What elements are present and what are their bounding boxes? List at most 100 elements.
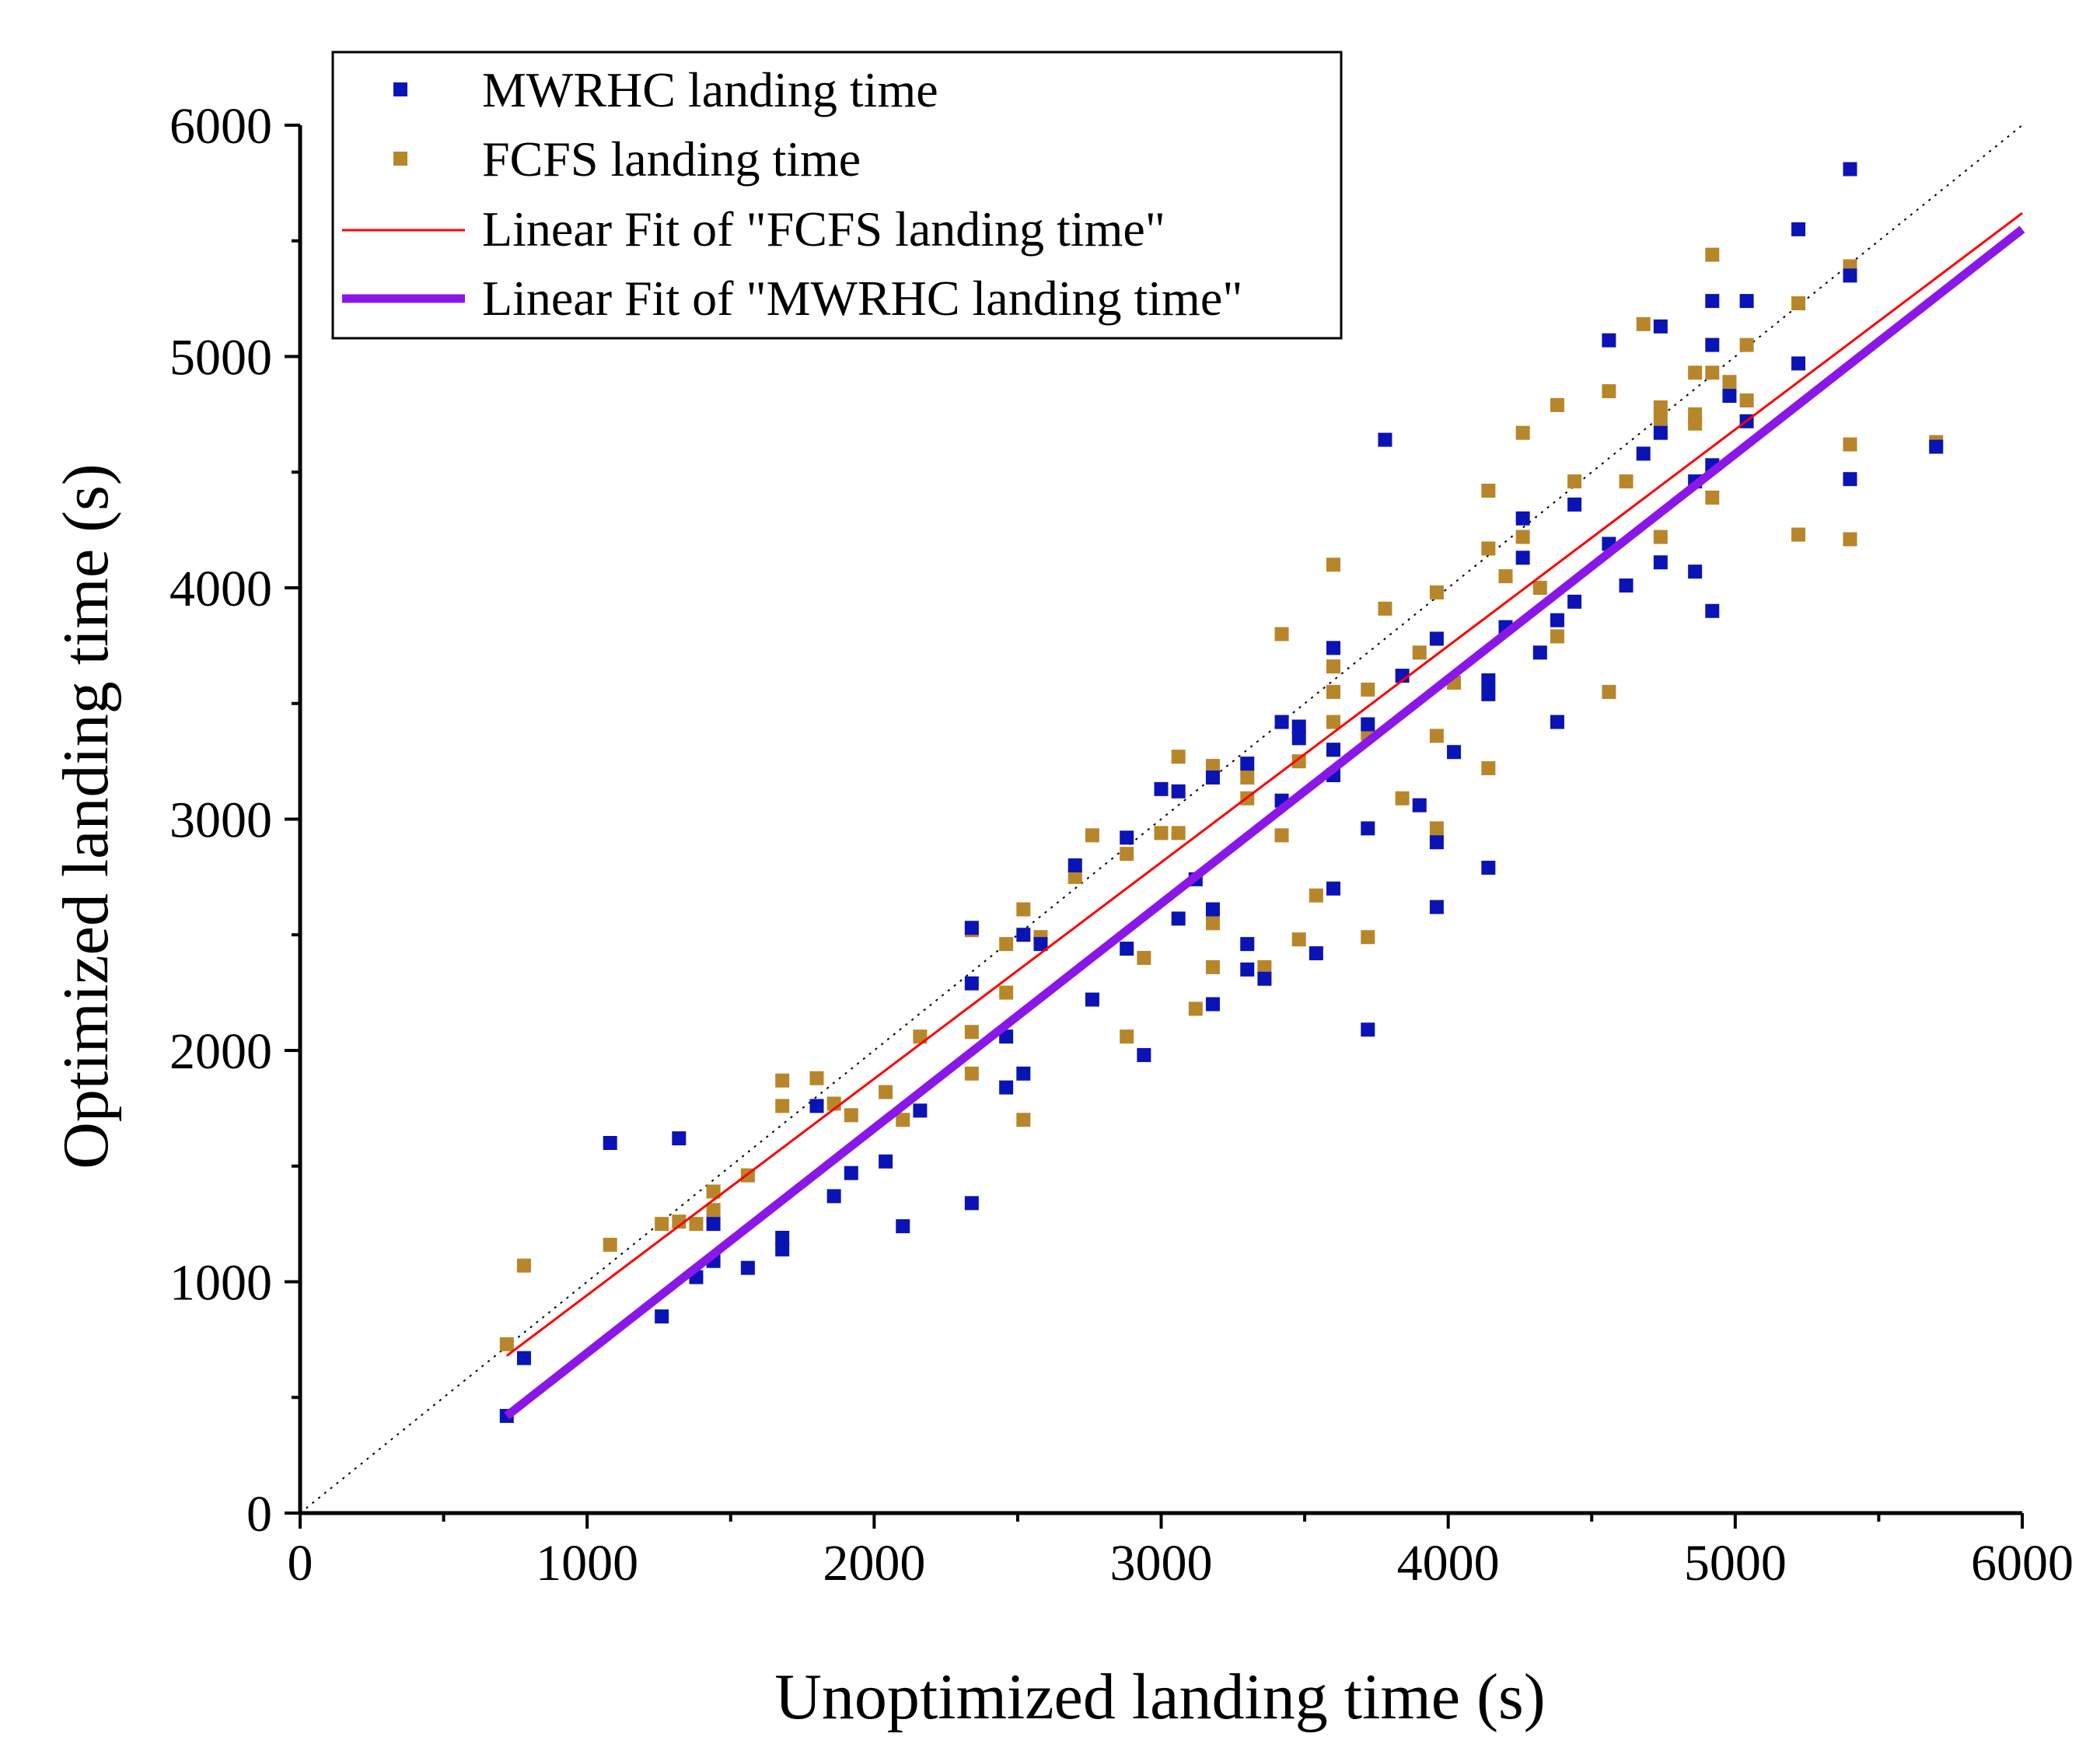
- fcfs-point-72: [1619, 474, 1634, 489]
- mwrhc-point-49: [1326, 881, 1340, 896]
- mwrhc-point-9: [775, 1230, 790, 1245]
- mwrhc-point-36: [1205, 997, 1220, 1012]
- mwrhc-point-75: [1653, 319, 1668, 334]
- mwrhc-point-90: [1843, 268, 1857, 283]
- fcfs-point-34: [1205, 759, 1220, 774]
- fcfs-point-64: [1515, 425, 1530, 440]
- mwrhc-point-74: [1636, 446, 1651, 461]
- fcfs-point-54: [1395, 791, 1410, 806]
- mwrhc-point-84: [1722, 389, 1737, 404]
- fcfs-point-26: [1085, 828, 1099, 843]
- y-tick-label-3000: 3000: [169, 792, 272, 849]
- fcfs-point-77: [1688, 365, 1703, 380]
- mwrhc-point-92: [1929, 439, 1944, 454]
- mwrhc-point-85: [1739, 294, 1754, 309]
- fcfs-point-85: [1739, 393, 1754, 408]
- fcfs-point-44: [1309, 888, 1323, 903]
- fcfs-point-10: [775, 1099, 790, 1113]
- fcfs-point-69: [1567, 474, 1582, 489]
- fcfs-point-5: [689, 1217, 704, 1232]
- fit-line-mwrhc: [504, 225, 2025, 1420]
- legend-label-fcfs: FCFS landing time: [482, 131, 861, 187]
- fcfs-point-31: [1171, 750, 1186, 764]
- mwrhc-point-31: [1171, 784, 1186, 799]
- fcfs-point-70: [1602, 384, 1616, 399]
- fcfs-point-18: [964, 1025, 979, 1040]
- y-tick-label-2000: 2000: [169, 1023, 272, 1080]
- fcfs-point-83: [1722, 375, 1737, 390]
- mwrhc-point-47: [1326, 743, 1340, 757]
- fcfs-point-42: [1291, 754, 1306, 769]
- mwrhc-point-64: [1515, 511, 1530, 526]
- fcfs-point-68: [1550, 629, 1564, 644]
- fcfs-point-3: [655, 1217, 669, 1232]
- fcfs-point-47: [1326, 684, 1340, 699]
- mwrhc-point-76: [1653, 425, 1668, 440]
- mwrhc-point-70: [1567, 594, 1582, 609]
- fcfs-point-90: [1843, 532, 1857, 547]
- y-tick-label-6000: 6000: [169, 98, 272, 155]
- fcfs-point-52: [1361, 930, 1375, 945]
- mwrhc-point-19: [964, 1196, 979, 1211]
- mwrhc-point-18: [964, 976, 979, 991]
- mwrhc-point-55: [1412, 798, 1427, 813]
- fcfs-point-28: [1120, 1029, 1134, 1044]
- fcfs-point-87: [1791, 527, 1806, 542]
- fcfs-point-53: [1378, 601, 1392, 616]
- fcfs-point-25: [1067, 869, 1082, 884]
- mwrhc-point-73: [1619, 578, 1634, 593]
- mwrhc-point-79: [1688, 564, 1703, 579]
- fcfs-point-76: [1653, 529, 1668, 544]
- x-tick-label-3000: 3000: [1110, 1535, 1213, 1592]
- x-tick-label-1000: 1000: [536, 1535, 638, 1592]
- fcfs-point-23: [1016, 1113, 1031, 1127]
- fcfs-point-4: [672, 1215, 687, 1229]
- mwrhc-point-12: [826, 1189, 841, 1204]
- y-tick-label-5000: 5000: [169, 330, 272, 386]
- fcfs-point-84: [1739, 337, 1754, 352]
- mwrhc-point-71: [1602, 333, 1616, 348]
- fcfs-point-55: [1412, 645, 1427, 660]
- mwrhc-point-65: [1515, 550, 1530, 565]
- legend-box: [331, 51, 1343, 340]
- axis-ticks: 0 1000 2000 3000 4000 5000 6000 0 1000 2000 3000 40…: [169, 98, 2074, 1592]
- mwrhc-point-50: [1361, 717, 1375, 732]
- mwrhc-point-35: [1205, 902, 1220, 917]
- fcfs-point-22: [1016, 902, 1031, 917]
- x-tick-label-4000: 4000: [1397, 1535, 1500, 1592]
- mwrhc-point-40: [1257, 971, 1272, 986]
- mwrhc-point-66: [1532, 645, 1547, 660]
- fcfs-point-65: [1515, 529, 1530, 544]
- data-points-layer: [499, 162, 2025, 1424]
- mwrhc-point-43: [1291, 719, 1306, 734]
- fcfs-point-20: [999, 937, 1014, 952]
- legend-label-fit-fcfs: Linear Fit of "FCFS landing time": [482, 201, 1165, 257]
- mwrhc-point-2: [603, 1136, 617, 1150]
- fcfs-point-0: [499, 1337, 514, 1351]
- mwrhc-point-22: [1016, 928, 1031, 942]
- mwrhc-point-58: [1429, 900, 1444, 914]
- fcfs-point-30: [1154, 826, 1169, 841]
- fcfs-point-86: [1791, 296, 1806, 311]
- mwrhc-point-69: [1567, 497, 1582, 512]
- x-tick-label-6000: 6000: [1971, 1535, 2074, 1592]
- mwrhc-point-30: [1154, 781, 1169, 796]
- mwrhc-point-60: [1481, 673, 1496, 687]
- fcfs-point-36: [1205, 959, 1220, 974]
- mwrhc-point-53: [1378, 432, 1392, 447]
- fcfs-point-41: [1274, 828, 1289, 843]
- reference-line-layer: [299, 124, 2023, 1514]
- fcfs-point-43: [1291, 932, 1306, 947]
- fcfs-point-80: [1705, 247, 1720, 262]
- mwrhc-point-62: [1481, 860, 1496, 875]
- legend-marker-mwrhc: [393, 82, 407, 96]
- mwrhc-point-88: [1791, 356, 1806, 371]
- fcfs-point-66: [1532, 581, 1547, 595]
- fcfs-point-73: [1636, 316, 1651, 331]
- mwrhc-point-11: [809, 1099, 824, 1113]
- mwrhc-point-59: [1447, 745, 1462, 760]
- mwrhc-point-61: [1481, 687, 1496, 701]
- fcfs-point-32: [1171, 826, 1186, 841]
- reference-line-y-equals-x: [299, 124, 2023, 1514]
- mwrhc-point-80: [1705, 294, 1720, 309]
